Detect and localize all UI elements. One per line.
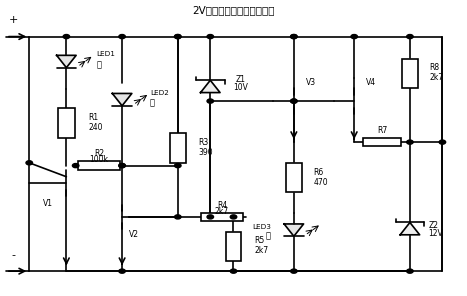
Circle shape: [119, 164, 125, 168]
Text: V4: V4: [366, 78, 376, 86]
Bar: [286, 163, 302, 192]
Polygon shape: [284, 224, 304, 236]
Bar: [226, 231, 241, 261]
Circle shape: [63, 35, 70, 39]
Circle shape: [175, 164, 181, 168]
Bar: [201, 213, 243, 221]
Text: R2: R2: [94, 149, 104, 158]
Circle shape: [119, 164, 125, 168]
Circle shape: [230, 215, 237, 219]
Text: LED1: LED1: [97, 51, 115, 57]
Text: V2: V2: [129, 230, 139, 239]
Circle shape: [351, 35, 357, 39]
Text: 2k7: 2k7: [255, 247, 269, 255]
Text: -: -: [11, 250, 15, 260]
Bar: [402, 59, 418, 88]
Text: 2k7: 2k7: [215, 207, 229, 215]
Circle shape: [290, 35, 297, 39]
Bar: [78, 162, 120, 170]
Text: 100k: 100k: [89, 155, 108, 164]
Text: LED2: LED2: [150, 90, 169, 96]
Circle shape: [207, 99, 213, 103]
Text: 12V: 12V: [429, 229, 443, 237]
Circle shape: [407, 269, 413, 273]
Text: V1: V1: [43, 199, 53, 208]
Circle shape: [175, 215, 181, 219]
Polygon shape: [113, 94, 132, 106]
Circle shape: [230, 269, 237, 273]
Circle shape: [290, 269, 297, 273]
Circle shape: [119, 35, 125, 39]
Circle shape: [72, 164, 79, 168]
Text: Z1: Z1: [236, 75, 246, 83]
Text: R5: R5: [255, 237, 265, 245]
Bar: [363, 138, 401, 146]
Polygon shape: [200, 80, 220, 93]
Circle shape: [207, 215, 213, 219]
Circle shape: [290, 99, 297, 103]
Text: R8: R8: [429, 63, 439, 73]
Text: 黄: 黄: [150, 98, 155, 107]
Polygon shape: [57, 55, 76, 68]
Text: +: +: [8, 15, 18, 25]
Text: R4: R4: [217, 201, 227, 210]
Circle shape: [119, 269, 125, 273]
Circle shape: [207, 35, 213, 39]
Text: R3: R3: [198, 138, 209, 147]
Text: 470: 470: [313, 178, 328, 186]
Text: Z2: Z2: [429, 221, 439, 230]
Text: 2k7: 2k7: [429, 73, 444, 82]
Circle shape: [407, 140, 413, 144]
Circle shape: [175, 35, 181, 39]
Text: 红: 红: [97, 60, 101, 69]
Bar: [170, 133, 186, 163]
Circle shape: [290, 35, 297, 39]
Text: LED3: LED3: [252, 224, 271, 230]
Circle shape: [407, 35, 413, 39]
Circle shape: [290, 99, 297, 103]
Text: R7: R7: [377, 126, 387, 136]
Text: 绿: 绿: [266, 231, 271, 240]
Text: 10V: 10V: [234, 83, 248, 92]
Circle shape: [26, 161, 33, 165]
Text: R1: R1: [89, 113, 99, 122]
Text: V3: V3: [305, 78, 316, 86]
Text: 240: 240: [89, 123, 103, 132]
Text: 2V汽车电池电压指示器电路: 2V汽车电池电压指示器电路: [192, 5, 275, 15]
Circle shape: [175, 35, 181, 39]
Polygon shape: [400, 223, 420, 235]
Bar: [58, 108, 75, 138]
Text: R6: R6: [313, 168, 324, 176]
Circle shape: [439, 140, 446, 144]
Text: 390: 390: [198, 148, 213, 157]
